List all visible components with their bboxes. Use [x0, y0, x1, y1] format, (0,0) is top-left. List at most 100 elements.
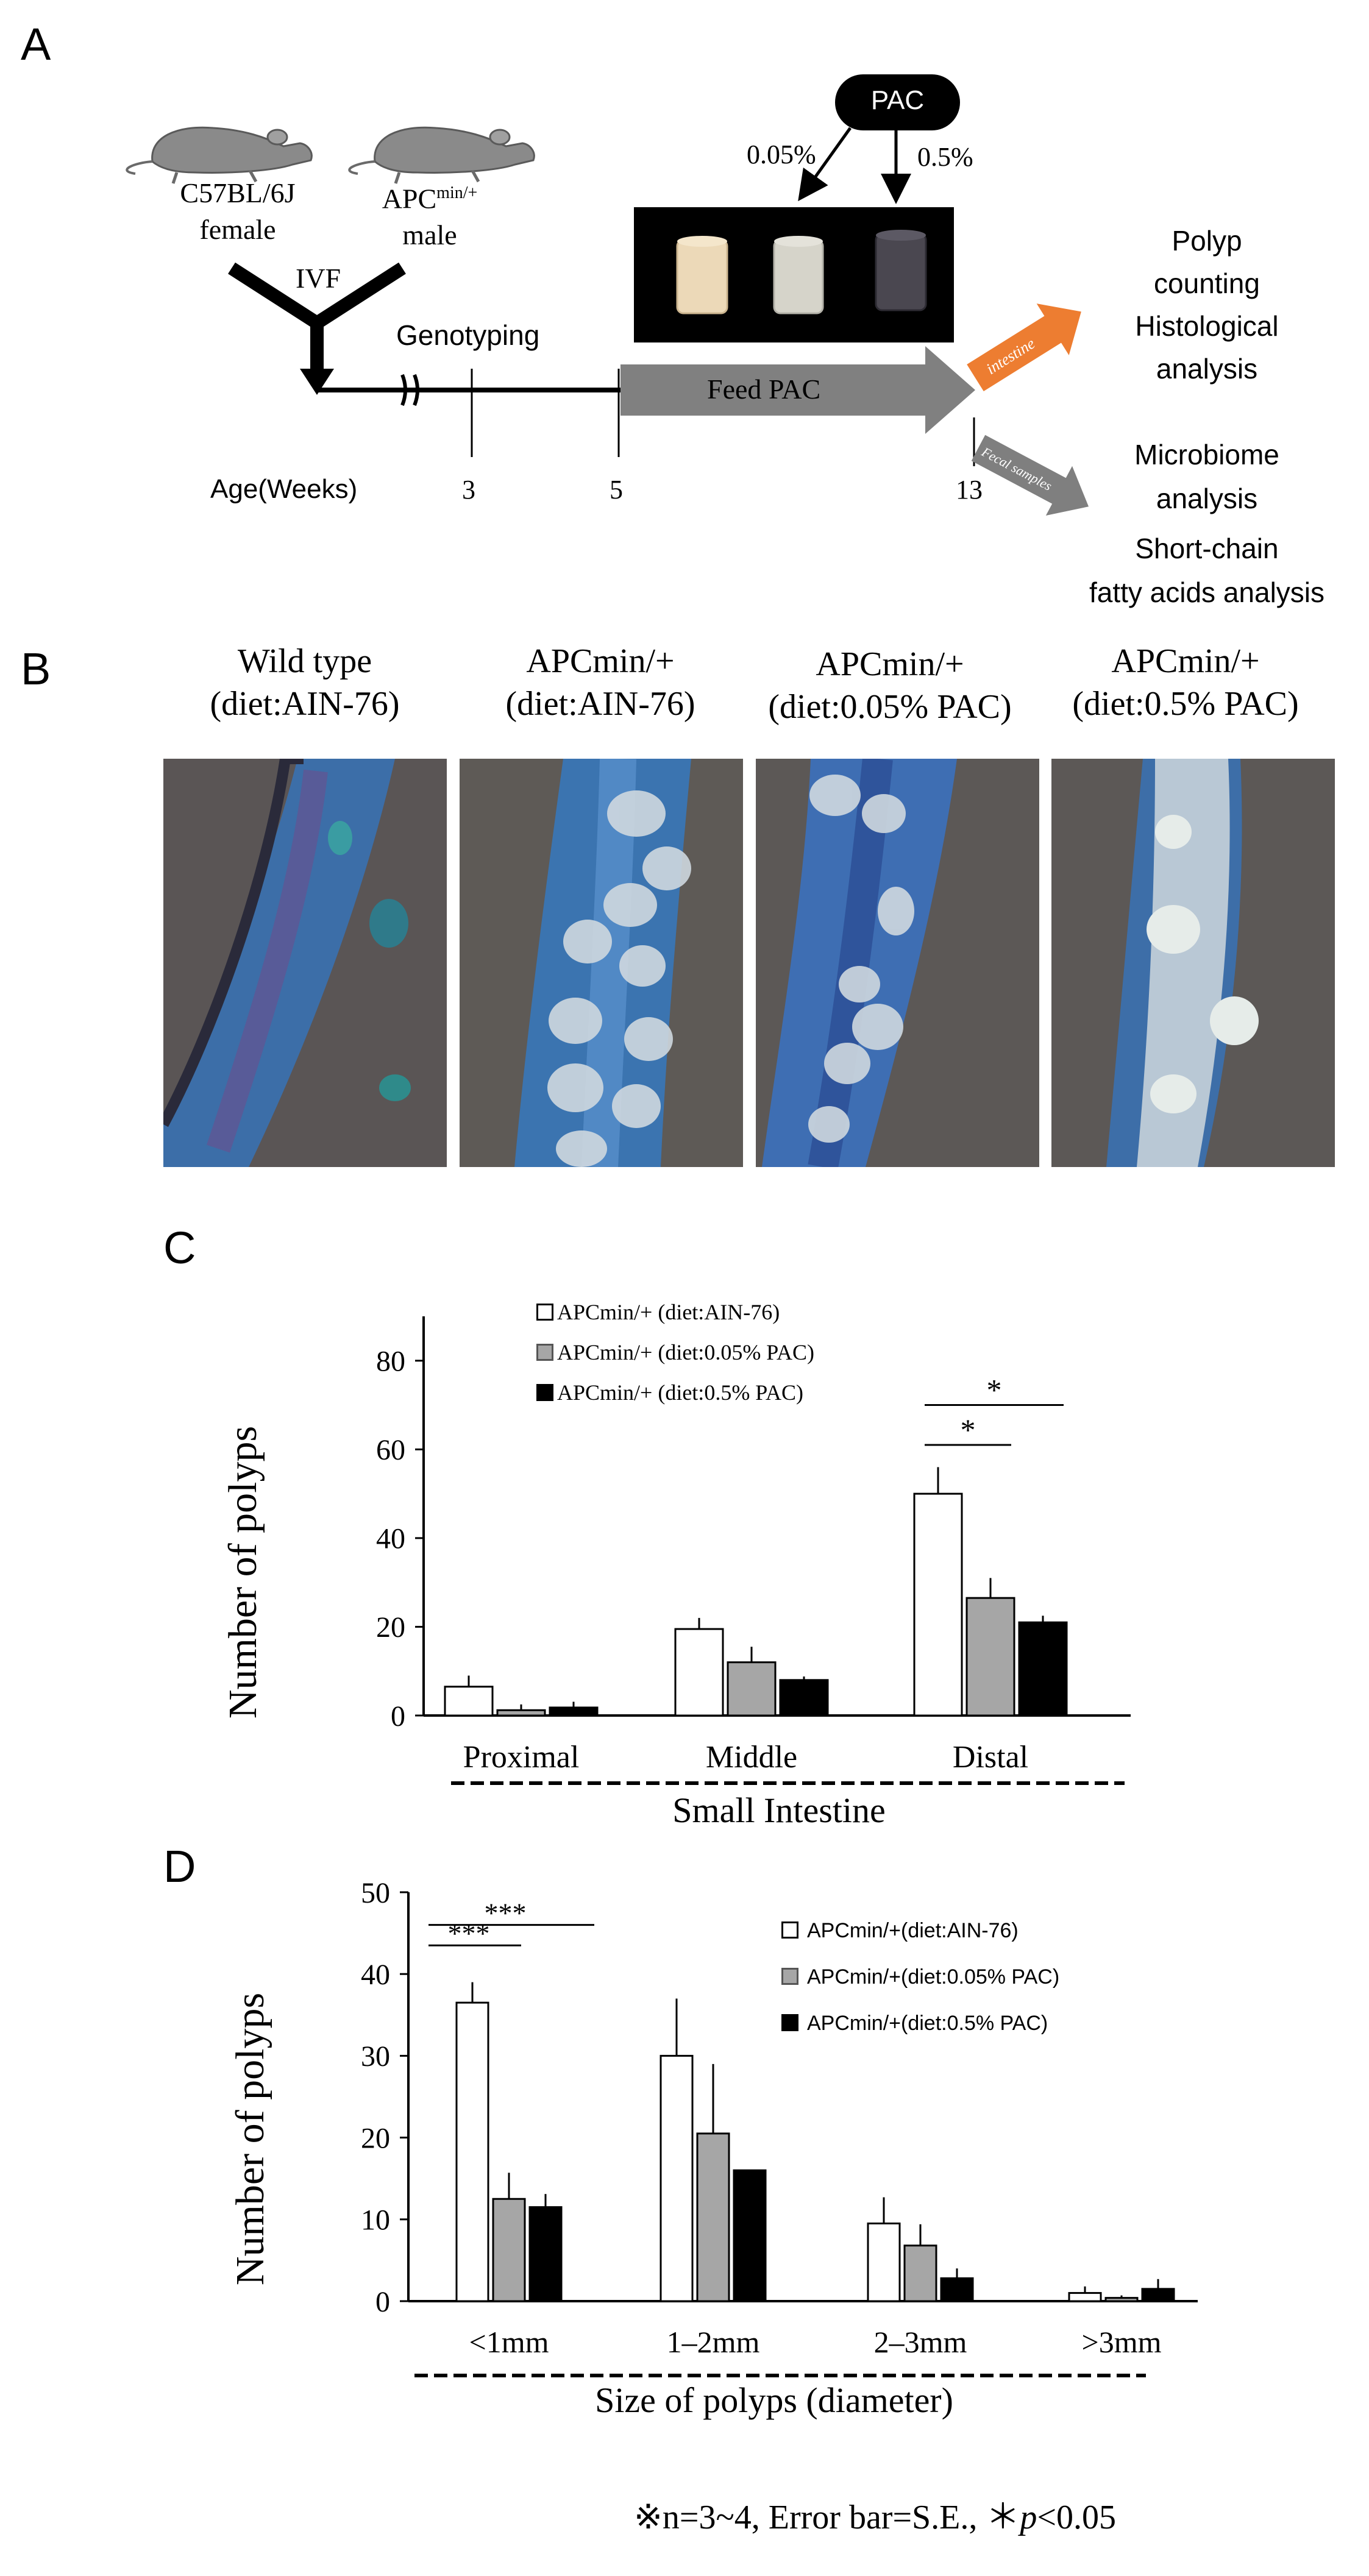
bar	[444, 1686, 494, 1717]
y-tick-label: 80	[376, 1346, 405, 1378]
category-label: >3mm	[1082, 2325, 1162, 2359]
significance-label: *	[961, 1413, 976, 1447]
bar	[903, 2244, 937, 2302]
bar	[779, 1679, 829, 1717]
group-label-4: APCmin/+ (diet:0.5% PAC)	[1072, 642, 1299, 723]
legend-swatch-gray	[781, 1968, 798, 1985]
bar	[733, 2169, 767, 2302]
chart-d-legend: APCmin/+(diet:AIN-76) APCmin/+(diet:0.05…	[781, 1907, 1059, 2046]
pellet-high-pac	[875, 230, 927, 311]
bar	[528, 2206, 563, 2302]
bar	[1018, 1621, 1068, 1717]
intestine-photo-apcmin-005pac	[756, 759, 1039, 1167]
y-tick-label: 40	[376, 1523, 405, 1555]
y-tick-label: 0	[375, 2286, 390, 2318]
pac-low-label: 0.05%	[747, 140, 816, 169]
panel-a-letter: A	[21, 19, 51, 69]
pac-badge-label: PAC	[870, 85, 925, 115]
legend-item: APCmin/+(diet:AIN-76)	[781, 1907, 1059, 1954]
bar	[696, 2132, 730, 2302]
bar	[1141, 2288, 1175, 2302]
pac-arrow-low	[798, 127, 852, 202]
category-label: Proximal	[463, 1740, 580, 1775]
bar	[913, 1492, 963, 1717]
chart-d-ylabel: Number of polyps	[228, 1993, 272, 2285]
timeline-break	[400, 374, 419, 406]
outcome-polyp-histology: Polyp counting Histological analysis	[1135, 225, 1279, 385]
legend-swatch-black	[781, 2014, 798, 2031]
chart-c-group-label: Small Intestine	[672, 1790, 886, 1830]
genotyping-label: Genotyping	[396, 319, 540, 351]
chart-c-polyps-by-region: 0 20 40 60 80 Proximal Middle Distal * * Number o…	[221, 1316, 1131, 1830]
feed-pac-label: Feed PAC	[707, 374, 821, 405]
outcome-microbiome-scfa: Microbiome analysis Short-chain fatty ac…	[1089, 439, 1325, 608]
week-3: 3	[462, 475, 475, 505]
footnote: ※n=3~4, Error bar=S.E., ＊p<0.05	[634, 2499, 1116, 2536]
pellet-control	[676, 236, 728, 314]
legend-item: APCmin/+ (diet:0.05% PAC)	[536, 1332, 814, 1372]
feed-pac-arrow	[620, 346, 975, 434]
bar	[549, 1706, 599, 1717]
panel-b-letter: B	[21, 644, 51, 694]
category-label: Distal	[953, 1740, 1028, 1775]
mouse-icon	[348, 126, 535, 184]
legend-item: APCmin/+ (diet:AIN-76)	[536, 1292, 814, 1332]
legend-swatch-white	[781, 1921, 798, 1939]
pac-high-label: 0.5%	[917, 142, 973, 172]
pellet-low-pac	[773, 236, 824, 314]
category-label: 2–3mm	[874, 2325, 967, 2359]
legend-swatch-gray	[536, 1344, 553, 1361]
mouse2-label: APCmin/+ male	[382, 183, 478, 251]
significance-label: *	[987, 1373, 1002, 1407]
y-tick-label: 20	[376, 1611, 405, 1644]
group-label-1: Wild type (diet:AIN-76)	[210, 642, 400, 723]
age-label: Age(Weeks)	[210, 474, 358, 504]
bar	[727, 1661, 777, 1717]
pac-badge	[835, 74, 960, 130]
ivf-label: IVF	[296, 263, 341, 294]
legend-item: APCmin/+(diet:0.05% PAC)	[781, 1954, 1059, 2000]
week-13: 13	[956, 475, 983, 505]
panel-a-diagram: intestine Fecal samples	[126, 74, 1089, 516]
mouse1-label: C57BL/6J female	[180, 177, 296, 245]
y-tick-label: 60	[376, 1434, 405, 1466]
bar	[965, 1597, 1015, 1717]
bar	[496, 1709, 546, 1717]
panel-d-letter: D	[163, 1841, 196, 1892]
category-label: 1–2mm	[667, 2325, 760, 2359]
legend-swatch-black	[536, 1384, 553, 1401]
bar	[867, 2223, 901, 2302]
intestine-photo-wild-type	[163, 759, 447, 1167]
y-tick-label: 10	[361, 2204, 390, 2237]
category-label: <1mm	[469, 2325, 549, 2359]
significance-label: ***	[448, 1918, 490, 1949]
intestine-photo-apcmin-ain76	[460, 759, 743, 1167]
intestine-photo-apcmin-05pac	[1051, 759, 1335, 1167]
legend-item: APCmin/+ (diet:0.5% PAC)	[536, 1372, 814, 1413]
group-label-2: APCmin/+ (diet:AIN-76)	[505, 642, 695, 723]
y-tick-label: 0	[391, 1700, 405, 1733]
y-tick-label: 20	[361, 2122, 390, 2154]
bar	[674, 1628, 724, 1717]
intestine-arrow: intestine	[967, 303, 1081, 392]
significance-label: ***	[485, 1898, 527, 1929]
bar	[1104, 2297, 1139, 2302]
y-tick-label: 40	[361, 1959, 390, 1991]
chart-c-ylabel: Number of polyps	[221, 1426, 265, 1719]
panel-c-letter: C	[163, 1222, 196, 1273]
chart-c-legend: APCmin/+ (diet:AIN-76) APCmin/+ (diet:0.…	[536, 1292, 814, 1413]
y-tick-label: 30	[361, 2040, 390, 2073]
chart-d-xlabel: Size of polyps (diameter)	[595, 2380, 953, 2420]
legend-item: APCmin/+(diet:0.5% PAC)	[781, 2000, 1059, 2046]
y-tick-label: 50	[361, 1877, 390, 1909]
group-label-3: APCmin/+ (diet:0.05% PAC)	[768, 645, 1012, 726]
week-5: 5	[610, 475, 623, 505]
bar	[660, 2054, 694, 2302]
category-label: Middle	[706, 1740, 797, 1775]
bar	[940, 2277, 974, 2302]
mouse-icon	[126, 126, 313, 184]
chart-d-polyps-by-size: 0 10 20 30 40 50 <1mm 1–2mm 2–3mm >3mm ****** Numb…	[228, 1877, 1198, 2420]
legend-swatch-white	[536, 1304, 553, 1321]
bar	[455, 2001, 489, 2302]
bar	[1068, 2292, 1102, 2302]
